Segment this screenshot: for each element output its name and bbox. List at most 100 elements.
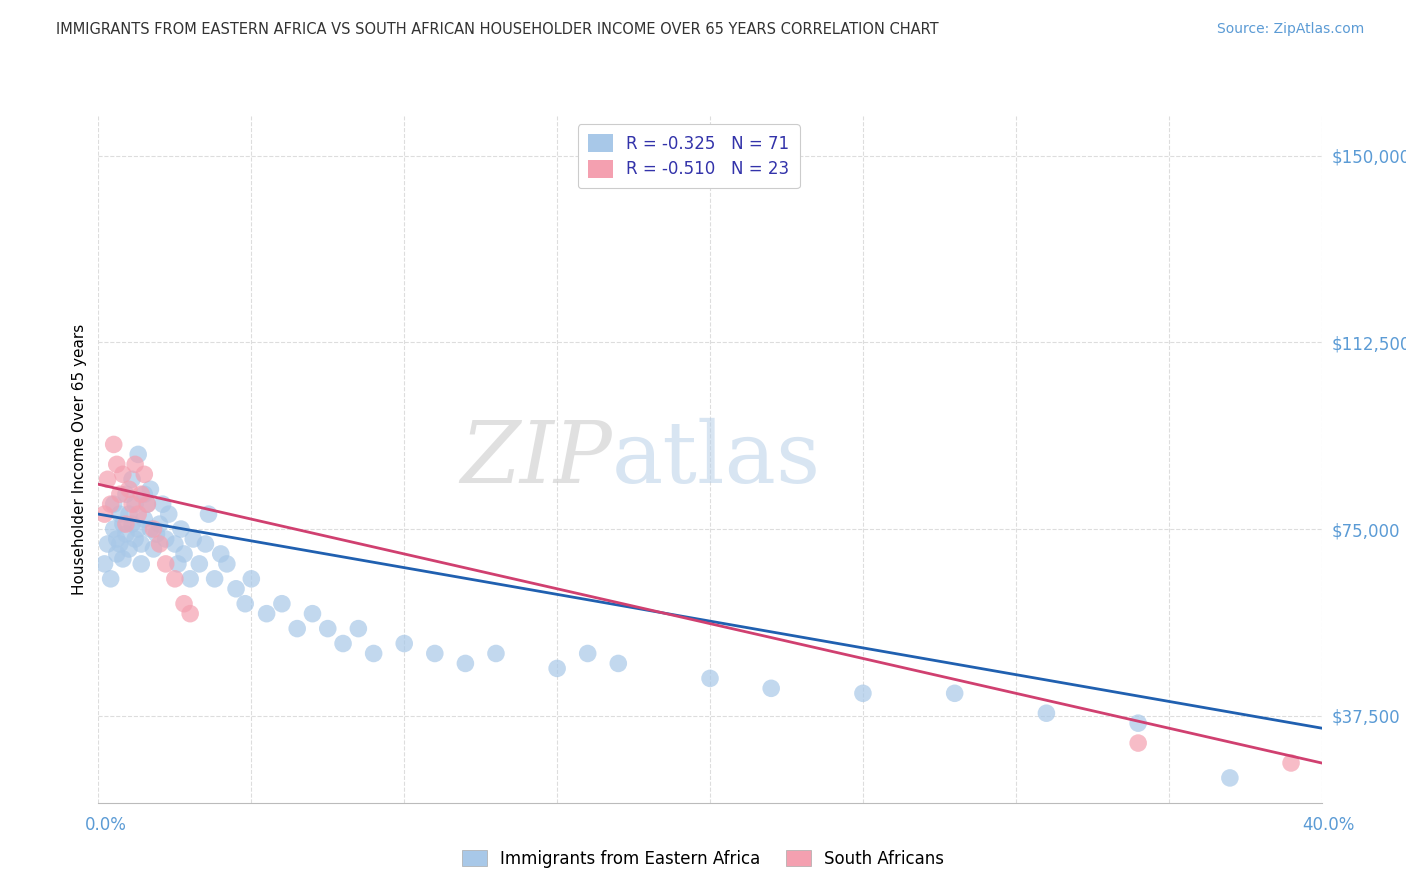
Point: [943, 686, 966, 700]
Point: [129, 557, 152, 571]
Point: [454, 657, 477, 671]
Legend: R = -0.325   N = 71, R = -0.510   N = 23: R = -0.325 N = 71, R = -0.510 N = 23: [578, 124, 800, 188]
Point: [179, 607, 201, 621]
Point: [233, 597, 256, 611]
Point: [118, 482, 141, 496]
Point: [121, 517, 143, 532]
Point: [139, 522, 162, 536]
Point: [121, 497, 143, 511]
Point: [173, 597, 195, 611]
Point: [111, 552, 134, 566]
Text: 40.0%: 40.0%: [1302, 816, 1355, 834]
Point: [127, 507, 149, 521]
Point: [129, 487, 152, 501]
Point: [97, 472, 120, 486]
Point: [197, 507, 219, 521]
Point: [607, 657, 630, 671]
Point: [1035, 706, 1057, 721]
Point: [270, 597, 292, 611]
Point: [546, 661, 568, 675]
Point: [759, 681, 782, 696]
Point: [363, 647, 385, 661]
Point: [105, 458, 128, 472]
Text: ZIP: ZIP: [460, 418, 612, 500]
Point: [127, 522, 149, 536]
Point: [136, 497, 159, 511]
Point: [136, 497, 159, 511]
Point: [1279, 756, 1302, 770]
Point: [103, 522, 125, 536]
Text: IMMIGRANTS FROM EASTERN AFRICA VS SOUTH AFRICAN HOUSEHOLDER INCOME OVER 65 YEARS: IMMIGRANTS FROM EASTERN AFRICA VS SOUTH …: [56, 22, 939, 37]
Point: [347, 622, 370, 636]
Legend: Immigrants from Eastern Africa, South Africans: Immigrants from Eastern Africa, South Af…: [456, 844, 950, 875]
Point: [129, 537, 152, 551]
Point: [332, 636, 354, 650]
Point: [157, 507, 180, 521]
Point: [105, 547, 128, 561]
Point: [240, 572, 263, 586]
Point: [852, 686, 875, 700]
Point: [93, 557, 115, 571]
Point: [215, 557, 238, 571]
Point: [115, 517, 138, 532]
Point: [118, 507, 141, 521]
Point: [181, 532, 204, 546]
Point: [127, 447, 149, 461]
Point: [115, 487, 138, 501]
Point: [108, 487, 131, 501]
Point: [124, 497, 146, 511]
Point: [145, 527, 167, 541]
Point: [124, 458, 146, 472]
Text: atlas: atlas: [612, 417, 821, 501]
Point: [97, 537, 120, 551]
Point: [173, 547, 195, 561]
Point: [1219, 771, 1241, 785]
Text: Source: ZipAtlas.com: Source: ZipAtlas.com: [1216, 22, 1364, 37]
Point: [163, 572, 186, 586]
Point: [170, 522, 193, 536]
Point: [392, 636, 416, 650]
Point: [699, 672, 721, 686]
Point: [100, 572, 122, 586]
Point: [105, 532, 128, 546]
Point: [100, 497, 122, 511]
Point: [139, 482, 162, 496]
Point: [301, 607, 323, 621]
Point: [134, 467, 156, 482]
Point: [1128, 716, 1150, 731]
Point: [163, 537, 186, 551]
Point: [149, 537, 172, 551]
Point: [108, 537, 131, 551]
Point: [121, 472, 143, 486]
Point: [103, 497, 125, 511]
Point: [142, 541, 165, 556]
Point: [179, 572, 201, 586]
Y-axis label: Householder Income Over 65 years: Householder Income Over 65 years: [72, 324, 87, 595]
Point: [93, 507, 115, 521]
Point: [209, 547, 232, 561]
Point: [194, 537, 217, 551]
Point: [423, 647, 446, 661]
Point: [111, 467, 134, 482]
Text: 0.0%: 0.0%: [84, 816, 127, 834]
Point: [285, 622, 308, 636]
Point: [134, 487, 156, 501]
Point: [152, 497, 174, 511]
Point: [134, 512, 156, 526]
Point: [316, 622, 339, 636]
Point: [124, 532, 146, 546]
Point: [111, 517, 134, 532]
Point: [155, 557, 177, 571]
Point: [142, 522, 165, 536]
Point: [204, 572, 226, 586]
Point: [115, 527, 138, 541]
Point: [118, 541, 141, 556]
Point: [103, 437, 125, 451]
Point: [256, 607, 278, 621]
Point: [485, 647, 508, 661]
Point: [225, 582, 247, 596]
Point: [108, 507, 131, 521]
Point: [188, 557, 211, 571]
Point: [155, 532, 177, 546]
Point: [1128, 736, 1150, 750]
